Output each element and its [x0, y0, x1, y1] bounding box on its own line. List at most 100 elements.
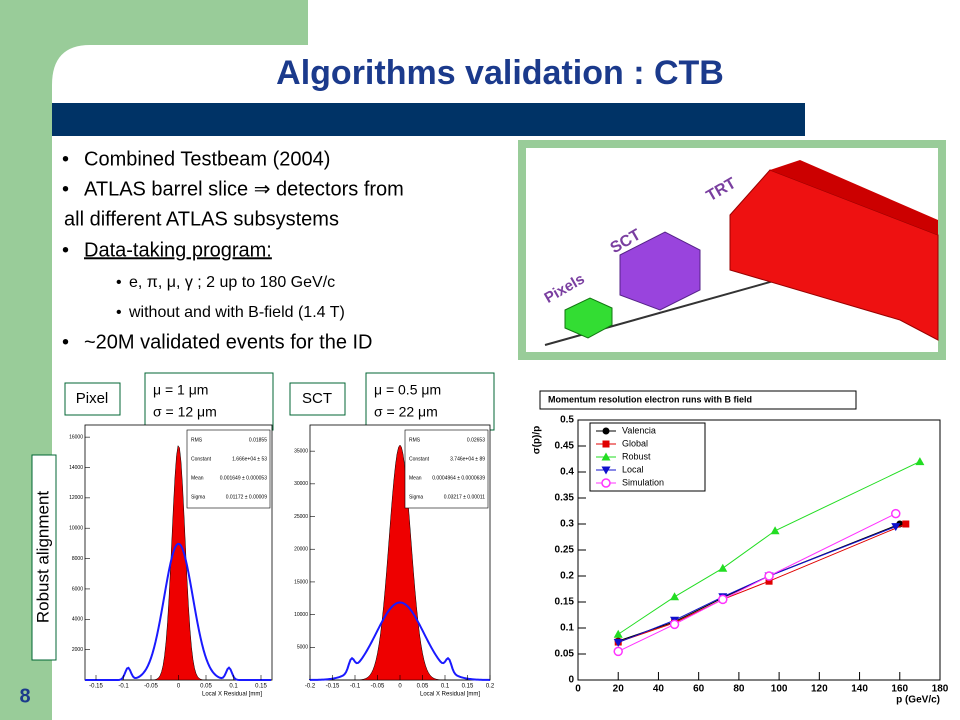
point: [613, 629, 623, 638]
y-tick-label: 16000: [69, 434, 83, 440]
y-tick-label: 6000: [72, 586, 83, 592]
bullet-text: Combined Testbeam (2004): [84, 148, 330, 170]
top-band: [0, 0, 308, 45]
point: [602, 427, 610, 435]
point: [602, 440, 610, 448]
point: [902, 520, 910, 528]
stats-name: Constant: [191, 456, 212, 462]
point: [765, 577, 773, 585]
x-tick-label: 20: [613, 684, 625, 695]
y-tick-label: 20000: [294, 547, 308, 553]
y-tick-label: 25000: [294, 514, 308, 520]
title-bar: [52, 103, 805, 136]
stats-box: [404, 429, 489, 509]
x-tick-label: 0.15: [462, 684, 474, 690]
histogram-outline: [309, 601, 491, 681]
stats-value: 0.001649 ± 0.000053: [220, 475, 267, 481]
fit-text: σ = 12 μm: [153, 404, 217, 420]
x-tick-label: -0.1: [350, 684, 361, 690]
point: [764, 571, 774, 581]
y-tick-label: 2000: [72, 647, 83, 653]
x-tick-label: 100: [771, 684, 788, 695]
x-tick-label: 180: [932, 684, 949, 695]
x-tick-label: 0: [575, 684, 581, 695]
point: [915, 457, 925, 466]
fit-text: σ = 22 μm: [374, 404, 438, 420]
y-tick-label: 0.3: [560, 519, 574, 530]
legend-label: Robust: [622, 451, 651, 461]
legend-label: Local: [622, 464, 644, 474]
point: [601, 478, 611, 488]
y-tick-label: 4000: [72, 617, 83, 623]
point: [891, 523, 901, 532]
stats-value: 0.01172 ± 0.00009: [226, 494, 268, 500]
legend-label: Valencia: [622, 425, 656, 435]
x-tick-label: -0.15: [326, 684, 340, 690]
stats-name: Sigma: [191, 494, 205, 500]
stats-name: Mean: [409, 475, 422, 481]
y-tick-label: 0.45: [555, 441, 575, 452]
fit-text: μ = 1 μm: [153, 382, 208, 398]
legend-label: Simulation: [622, 477, 664, 487]
point: [601, 466, 611, 475]
bullet-dot: •: [116, 304, 122, 321]
side-label: Robust alignment: [33, 491, 52, 624]
histogram-fill: [310, 444, 490, 681]
y-tick-label: 12000: [69, 495, 83, 501]
point: [613, 639, 623, 648]
x-tick-label: 160: [891, 684, 908, 695]
y-tick-label: 35000: [294, 448, 308, 454]
stats-name: Constant: [409, 456, 430, 462]
bullet-text: all different ATLAS subsystems: [64, 208, 339, 230]
bullet-text: e, π, μ, γ ; 2 up to 180 GeV/c: [129, 274, 335, 291]
y-tick-label: 10000: [69, 526, 83, 532]
stats-name: Mean: [191, 475, 204, 481]
x-tick-label: 0.1: [441, 684, 450, 690]
stats-value: 0.03217 ± 0.00011: [444, 494, 486, 500]
y-tick-label: 0.05: [555, 649, 575, 660]
corner: [52, 45, 90, 85]
x-tick-label: 0.05: [200, 684, 212, 690]
y-tick-label: 30000: [294, 481, 308, 487]
x-tick-label: 0.05: [417, 684, 429, 690]
y-tick-label: 0.4: [560, 467, 574, 478]
bullet-dot: •: [116, 274, 122, 291]
x-tick-label: 80: [733, 684, 745, 695]
bullet-text: Data-taking program:: [84, 239, 272, 261]
stats-name: Sigma: [409, 494, 423, 500]
x-tick-label: -0.2: [305, 684, 316, 690]
x-tick-label: 0: [177, 684, 181, 690]
x-tick-label: -0.05: [144, 684, 158, 690]
x-axis-label: Local X Residual [mm]: [420, 692, 480, 698]
bullet-text: ATLAS barrel slice ⇒ detectors from: [84, 178, 404, 200]
x-axis-label: p (GeV/c): [896, 695, 940, 706]
y-tick-label: 0.35: [555, 493, 575, 504]
y-tick-label: 0.5: [560, 415, 574, 426]
bullet-dot: •: [62, 148, 69, 170]
stats-value: 1.666e+04 ± 53: [232, 456, 267, 462]
panel-label: SCT: [302, 390, 332, 407]
x-tick-label: -0.05: [371, 684, 385, 690]
point: [718, 563, 728, 572]
x-tick-label: -0.1: [118, 684, 129, 690]
x-tick-label: 0.2: [486, 684, 495, 690]
bullet-text: without and with B-field (1.4 T): [128, 304, 345, 321]
stats-box: [186, 429, 271, 509]
y-tick-label: 10000: [294, 612, 308, 618]
y-tick-label: 8000: [72, 556, 83, 562]
chart-background: [520, 385, 945, 700]
bullet-dot: •: [62, 239, 69, 261]
x-tick-label: 40: [653, 684, 665, 695]
x-axis-label: Local X Residual [mm]: [202, 692, 262, 698]
slide-number: 8: [19, 685, 30, 707]
legend-label: Global: [622, 438, 648, 448]
point: [670, 592, 680, 601]
stats-value: 0.0004964 ± 0.0000639: [432, 475, 485, 481]
x-tick-label: 0.15: [255, 684, 267, 690]
chart-title-box: [539, 390, 857, 410]
stats-name: RMS: [409, 437, 421, 443]
y-tick-label: 15000: [294, 579, 308, 585]
x-tick-label: 140: [851, 684, 868, 695]
point: [601, 452, 611, 461]
